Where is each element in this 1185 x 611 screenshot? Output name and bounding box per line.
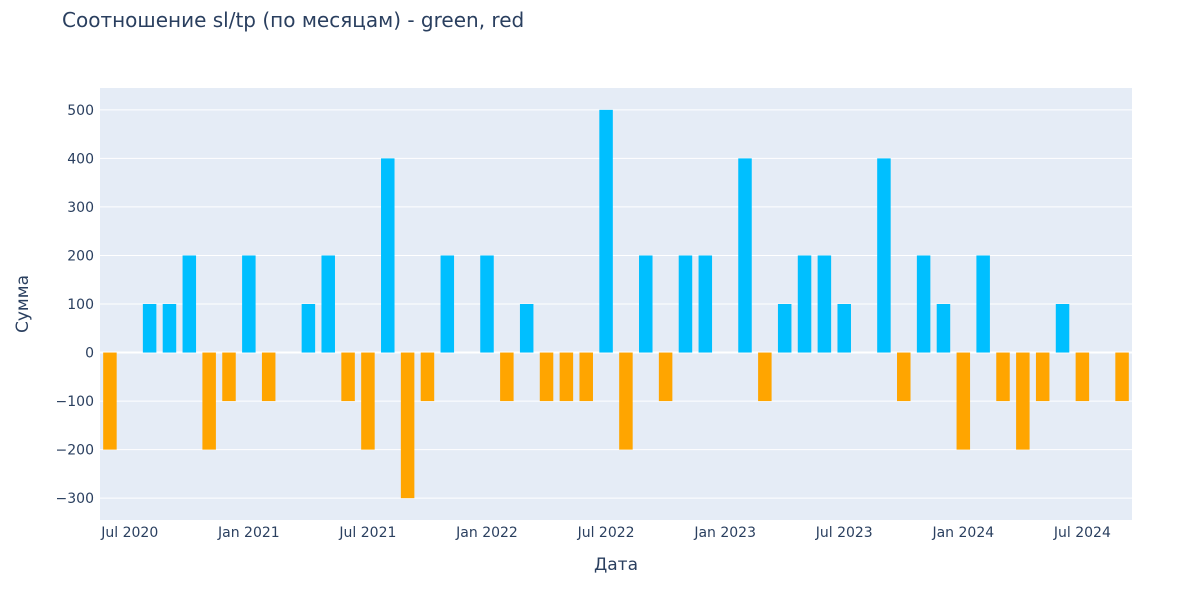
bar-2022-09 xyxy=(639,255,653,353)
bar-2021-05 xyxy=(321,255,335,353)
bar-2024-05 xyxy=(1035,352,1050,402)
bar-2020-11 xyxy=(202,352,216,450)
bar-2023-10 xyxy=(897,352,911,402)
y-tick-label: −200 xyxy=(56,443,94,459)
bar-2021-01 xyxy=(242,255,256,353)
bar-2020-09 xyxy=(162,304,177,353)
bar-2024-06 xyxy=(1055,304,1070,353)
x-tick-label: Jul 2023 xyxy=(815,525,873,541)
bar-2022-03 xyxy=(519,304,534,353)
bar-2021-11 xyxy=(440,255,455,353)
bar-2024-03 xyxy=(996,352,1010,402)
bar-2023-07 xyxy=(837,304,851,353)
y-tick-label: −100 xyxy=(56,394,94,410)
bar-2021-06 xyxy=(341,352,355,402)
y-tick-label: 500 xyxy=(67,103,94,119)
bar-2023-03 xyxy=(758,352,772,402)
bar-2024-02 xyxy=(976,255,990,353)
bar-2022-07 xyxy=(599,109,613,353)
bar-2023-06 xyxy=(817,255,832,353)
x-tick-label: Jul 2024 xyxy=(1053,525,1111,541)
y-tick-label: 200 xyxy=(67,248,94,264)
x-tick-label: Jan 2024 xyxy=(931,525,994,541)
bar-2021-09 xyxy=(400,352,415,499)
bar-2023-11 xyxy=(916,255,931,353)
bar-2022-06 xyxy=(579,352,593,402)
bar-2024-01 xyxy=(956,352,971,450)
bar-2022-12 xyxy=(698,255,713,353)
x-tick-label: Jan 2022 xyxy=(455,525,518,541)
bar-2022-01 xyxy=(480,255,494,353)
bar-2024-04 xyxy=(1016,352,1030,450)
chart-title: Соотношение sl/tp (по месяцам) - green, … xyxy=(62,8,524,32)
bar-2023-04 xyxy=(777,304,792,353)
bar-2021-02 xyxy=(261,352,276,402)
x-tick-label: Jan 2021 xyxy=(217,525,280,541)
bar-2022-11 xyxy=(678,255,693,353)
x-tick-label: Jul 2022 xyxy=(577,525,635,541)
bar-2024-07 xyxy=(1075,352,1090,402)
bar-2023-02 xyxy=(738,158,752,353)
bar-2021-10 xyxy=(420,352,435,402)
y-tick-label: 300 xyxy=(67,200,94,216)
bar-2020-10 xyxy=(182,255,197,353)
bar-2022-02 xyxy=(500,352,514,402)
bar-2020-06 xyxy=(103,352,117,450)
y-axis-label: Сумма xyxy=(13,275,33,333)
bar-2021-07 xyxy=(361,352,375,450)
bar-2021-04 xyxy=(301,304,316,353)
y-tick-label: 400 xyxy=(67,151,94,167)
bar-2022-05 xyxy=(559,352,574,402)
bar-2022-04 xyxy=(539,352,554,402)
x-tick-label: Jul 2020 xyxy=(100,525,158,541)
bar-2023-05 xyxy=(797,255,812,353)
bar-2023-09 xyxy=(877,158,891,353)
bar-2023-12 xyxy=(936,304,951,353)
bar-2020-12 xyxy=(222,352,236,402)
bar-2024-09 xyxy=(1115,352,1129,402)
x-tick-label: Jan 2023 xyxy=(693,525,756,541)
bar-2022-10 xyxy=(658,352,673,402)
y-tick-label: −300 xyxy=(56,491,94,507)
x-tick-label: Jul 2021 xyxy=(338,525,396,541)
bar-2022-08 xyxy=(619,352,633,450)
y-tick-label: 100 xyxy=(67,297,94,313)
bar-2021-08 xyxy=(381,158,395,353)
y-tick-label: 0 xyxy=(85,346,94,362)
bar-2020-08 xyxy=(142,304,157,353)
x-axis-label: Дата xyxy=(594,555,638,575)
